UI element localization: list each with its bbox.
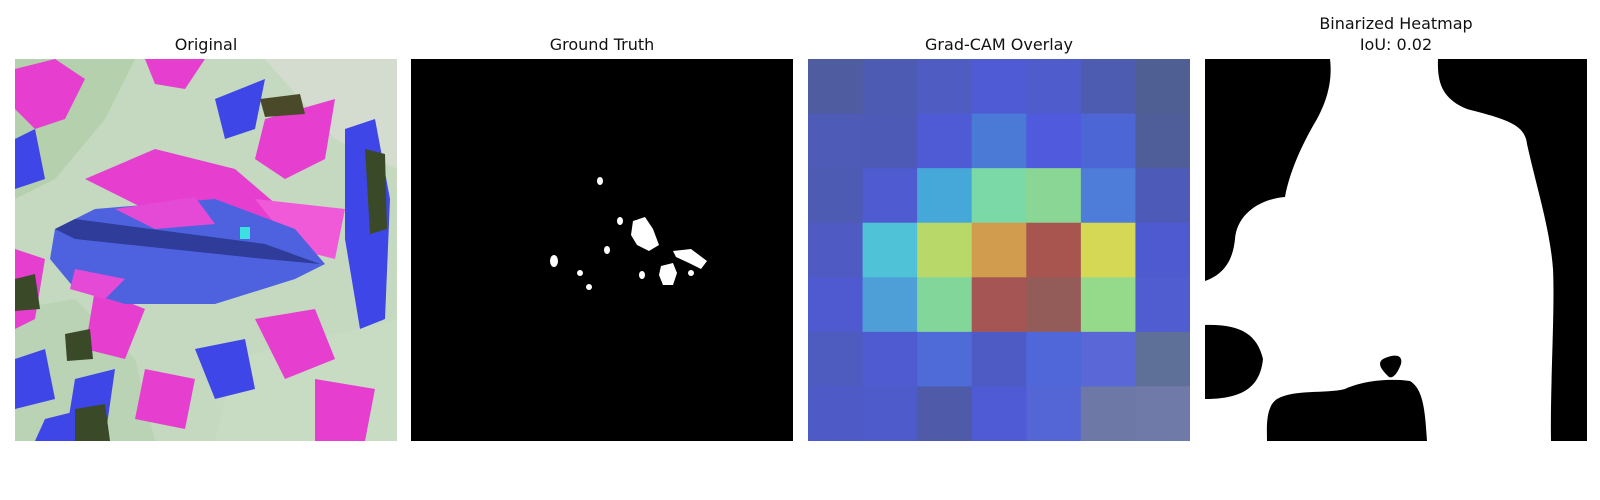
gradcam-cell [1135, 331, 1190, 387]
gradcam-cell [1080, 168, 1136, 224]
gradcam-cell [862, 113, 918, 169]
gradcam-cell [808, 331, 864, 387]
gradcam-cell [917, 277, 973, 333]
gradcam-cell [1135, 386, 1190, 441]
gradcam-cell [808, 113, 864, 169]
gradcam-cell [971, 386, 1027, 441]
ground-truth-mask [411, 59, 793, 441]
gradcam-cell [808, 168, 864, 224]
gradcam-cell [917, 113, 973, 169]
gradcam-cell [1080, 277, 1136, 333]
gradcam-cell [862, 331, 918, 387]
gradcam-cell [971, 331, 1027, 387]
gradcam-cell [917, 59, 973, 115]
gradcam-cell [1135, 59, 1190, 115]
gradcam-cell [1080, 386, 1136, 441]
gradcam-cell [971, 168, 1027, 224]
gradcam-overlay [808, 59, 1190, 441]
gradcam-cell [862, 277, 918, 333]
gradcam-cell [917, 168, 973, 224]
gradcam-cell [971, 113, 1027, 169]
ground-truth-title: Ground Truth [549, 35, 655, 54]
original-image [15, 59, 397, 441]
gradcam-cell [1026, 168, 1082, 224]
gradcam-title: Grad-CAM Overlay [925, 35, 1073, 54]
gradcam-cell [917, 386, 973, 441]
gradcam-cell [971, 222, 1027, 278]
gradcam-cell [808, 277, 864, 333]
gradcam-cell [862, 168, 918, 224]
gradcam-cell [1135, 277, 1190, 333]
gradcam-cell [917, 331, 973, 387]
gradcam-cell [808, 59, 864, 115]
gradcam-cell [1026, 59, 1082, 115]
gradcam-cell [1080, 331, 1136, 387]
gradcam-cell [808, 222, 864, 278]
original-title: Original [174, 35, 238, 54]
gradcam-cell [808, 386, 864, 441]
gradcam-cell [1135, 168, 1190, 224]
gradcam-cell [1026, 331, 1082, 387]
gradcam-cell [862, 59, 918, 115]
binarized-heatmap [1205, 59, 1587, 441]
binarized-title: Binarized Heatmap [1319, 14, 1473, 33]
gradcam-cell [1026, 386, 1082, 441]
gradcam-cell [1135, 113, 1190, 169]
gradcam-cell [1080, 59, 1136, 115]
gradcam-cell [971, 59, 1027, 115]
gradcam-cell [862, 222, 918, 278]
iou-label: IoU: 0.02 [1359, 35, 1433, 54]
gradcam-cell [1026, 222, 1082, 278]
gradcam-cell [1026, 277, 1082, 333]
gradcam-cell [1080, 113, 1136, 169]
gradcam-cell [1026, 113, 1082, 169]
gradcam-cell [971, 277, 1027, 333]
gradcam-cell [862, 386, 918, 441]
gradcam-cell [1135, 222, 1190, 278]
gradcam-cell [1080, 222, 1136, 278]
gradcam-cell [917, 222, 973, 278]
